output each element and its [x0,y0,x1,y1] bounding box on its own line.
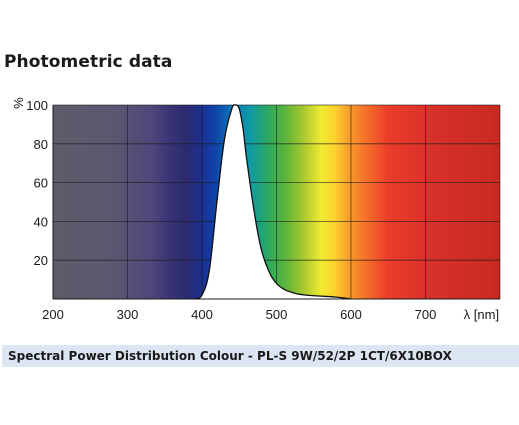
chart-svg: 200 300 400 500 600 700 20 40 60 80 100 λ [nm]% [11,97,501,322]
y-axis-label: % [11,97,26,109]
x-tick-label: 500 [266,307,288,322]
y-tick-label: 60 [34,176,48,191]
y-tick-label: 100 [26,98,48,113]
x-axis-label: λ [nm] [464,307,499,322]
x-tick-label: 600 [340,307,362,322]
y-tick-label: 20 [34,253,48,268]
y-tick-label: 80 [34,137,48,152]
spectral-chart: 200 300 400 500 600 700 20 40 60 80 100 λ [nm]% [0,88,519,328]
spectrum-line-0 [194,104,352,300]
x-tick-label: 200 [42,307,64,322]
x-tick-label: 400 [191,307,213,322]
x-tick-label: 300 [117,307,139,322]
x-tick-label: 700 [415,307,437,322]
chart-caption: Spectral Power Distribution Colour - PL-… [2,345,519,367]
y-tick-label: 40 [34,214,48,229]
page-title: Photometric data [4,52,173,72]
spectrum-area-0 [194,104,351,299]
